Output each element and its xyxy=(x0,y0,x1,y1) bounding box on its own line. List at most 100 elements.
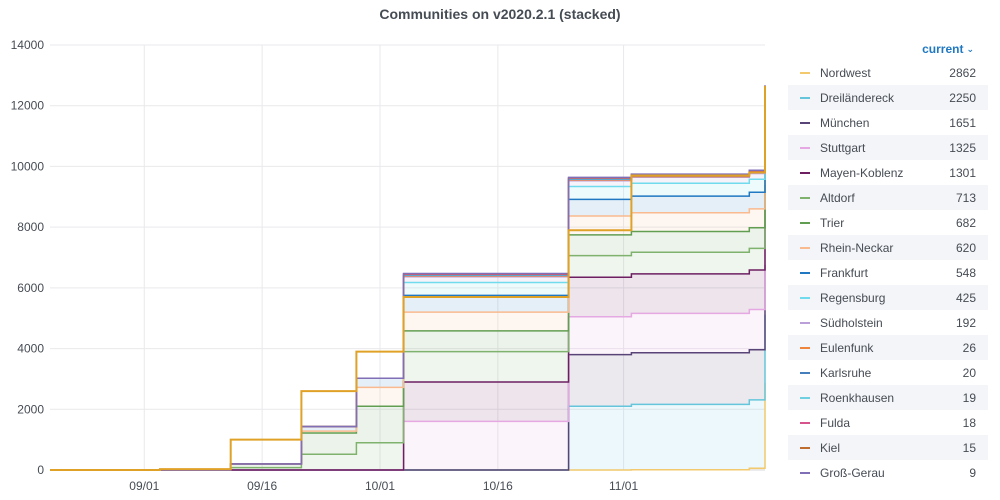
legend-swatch xyxy=(800,421,810,424)
x-tick-label: 10/16 xyxy=(483,479,513,493)
chevron-down-icon: ⌄ xyxy=(966,44,974,54)
y-tick-label: 0 xyxy=(37,463,44,477)
legend-item[interactable]: Roenkhausen 19 xyxy=(788,385,988,410)
legend-series-current: 1651 xyxy=(949,115,976,130)
x-tick-label: 11/01 xyxy=(609,479,638,493)
x-tick-label: 09/01 xyxy=(129,479,159,493)
chart-title: Communities on v2020.2.1 (stacked) xyxy=(379,6,621,22)
line-Mayen-Koblenz xyxy=(50,185,766,471)
legend-series-name: Rhein-Neckar xyxy=(820,240,894,255)
legend-series-current: 20 xyxy=(962,365,976,380)
legend-swatch xyxy=(800,346,810,349)
legend-series-current: 26 xyxy=(962,340,976,355)
legend-item[interactable]: Nordwest 2862 xyxy=(788,60,988,85)
legend-series-current: 425 xyxy=(955,290,976,305)
legend-series-name: Roenkhausen xyxy=(820,390,895,405)
legend-series-name: Groß-Gerau xyxy=(820,465,885,480)
legend-sort-current[interactable]: current ⌄ xyxy=(788,38,988,60)
legend-series-current: 2250 xyxy=(949,90,976,105)
legend-header-label: current xyxy=(922,42,964,56)
y-tick-label: 12000 xyxy=(11,99,45,113)
legend-item[interactable]: Südholstein 192 xyxy=(788,310,988,335)
legend-swatch xyxy=(800,196,810,199)
legend-series-current: 192 xyxy=(955,315,976,330)
legend-item[interactable]: Karlsruhe 20 xyxy=(788,360,988,385)
legend-item[interactable]: Eulenfunk 26 xyxy=(788,335,988,360)
legend-series-name: Kiel xyxy=(820,440,841,455)
legend-series-current: 15 xyxy=(962,440,976,455)
legend-item[interactable]: Rhein-Neckar 620 xyxy=(788,235,988,260)
legend-swatch xyxy=(800,96,810,99)
stacked-areas xyxy=(50,85,765,471)
legend-series-current: 682 xyxy=(955,215,976,230)
legend-list: Nordwest 2862 Dreiländereck 2250 München 1651… xyxy=(788,60,988,485)
area-Südholstein xyxy=(50,88,765,471)
legend-item[interactable]: Kiel 15 xyxy=(788,435,988,460)
legend-item[interactable]: München 1651 xyxy=(788,110,988,135)
legend-swatch xyxy=(800,246,810,249)
legend-series-name: Frankfurt xyxy=(820,265,869,280)
legend-swatch xyxy=(800,121,810,124)
legend-series-current: 1301 xyxy=(949,165,976,180)
legend-item[interactable]: Fulda 18 xyxy=(788,410,988,435)
legend-series-name: Karlsruhe xyxy=(820,365,872,380)
y-tick-label: 4000 xyxy=(17,342,44,356)
legend-series-name: Altdorf xyxy=(820,190,855,205)
legend-item[interactable]: Dreiländereck 2250 xyxy=(788,85,988,110)
legend: current ⌄ Nordwest 2862 Dreiländereck 2250 Mü… xyxy=(788,38,988,485)
y-tick-label: 8000 xyxy=(17,220,44,234)
legend-item[interactable]: Trier 682 xyxy=(788,210,988,235)
grid-lines xyxy=(50,44,765,471)
legend-item[interactable]: Groß-Gerau 9 xyxy=(788,460,988,485)
legend-swatch xyxy=(800,446,810,449)
area-Dreiländereck xyxy=(50,314,765,470)
legend-series-name: München xyxy=(820,115,870,130)
area-Mayen-Koblenz xyxy=(50,185,765,470)
area-München xyxy=(50,264,765,470)
legend-series-name: Regensburg xyxy=(820,290,886,305)
legend-swatch xyxy=(800,321,810,324)
legend-series-name: Dreiländereck xyxy=(820,90,895,105)
legend-swatch xyxy=(800,471,810,474)
legend-item[interactable]: Stuttgart 1325 xyxy=(788,135,988,160)
legend-series-current: 713 xyxy=(955,190,976,205)
legend-series-current: 620 xyxy=(955,240,976,255)
legend-series-current: 19 xyxy=(962,390,976,405)
series-lines xyxy=(50,85,766,471)
legend-swatch xyxy=(800,221,810,224)
legend-series-name: Trier xyxy=(820,215,845,230)
legend-swatch xyxy=(800,371,810,374)
x-tick-label: 10/01 xyxy=(365,479,395,493)
legend-swatch xyxy=(800,171,810,174)
legend-swatch xyxy=(800,396,810,399)
legend-series-current: 548 xyxy=(955,265,976,280)
legend-series-current: 9 xyxy=(969,465,976,480)
legend-item[interactable]: Frankfurt 548 xyxy=(788,260,988,285)
x-tick-labels: 09/01 09/16 10/01 10/16 11/01 xyxy=(129,479,638,493)
legend-swatch xyxy=(800,71,810,74)
legend-series-name: Nordwest xyxy=(820,65,871,80)
legend-swatch xyxy=(800,296,810,299)
x-tick-label: 09/16 xyxy=(247,479,277,493)
y-tick-label: 10000 xyxy=(11,159,45,173)
legend-item[interactable]: Mayen-Koblenz 1301 xyxy=(788,160,988,185)
legend-series-name: Stuttgart xyxy=(820,140,866,155)
legend-series-current: 1325 xyxy=(949,140,976,155)
area-Stuttgart xyxy=(50,224,765,470)
legend-item[interactable]: Regensburg 425 xyxy=(788,285,988,310)
legend-series-name: Fulda xyxy=(820,415,851,430)
legend-series-current: 2862 xyxy=(949,65,976,80)
legend-item[interactable]: Altdorf 713 xyxy=(788,185,988,210)
area-Regensburg xyxy=(50,94,765,471)
y-tick-label: 6000 xyxy=(17,281,44,295)
legend-swatch xyxy=(800,271,810,274)
legend-swatch xyxy=(800,146,810,149)
legend-series-current: 18 xyxy=(962,415,976,430)
legend-series-name: Südholstein xyxy=(820,315,883,330)
legend-series-name: Mayen-Koblenz xyxy=(820,165,904,180)
y-tick-labels: 0 2000 4000 6000 8000 10000 12000 14000 xyxy=(11,38,45,477)
y-tick-label: 2000 xyxy=(17,402,44,416)
line-total xyxy=(50,86,766,471)
y-tick-label: 14000 xyxy=(11,38,45,52)
